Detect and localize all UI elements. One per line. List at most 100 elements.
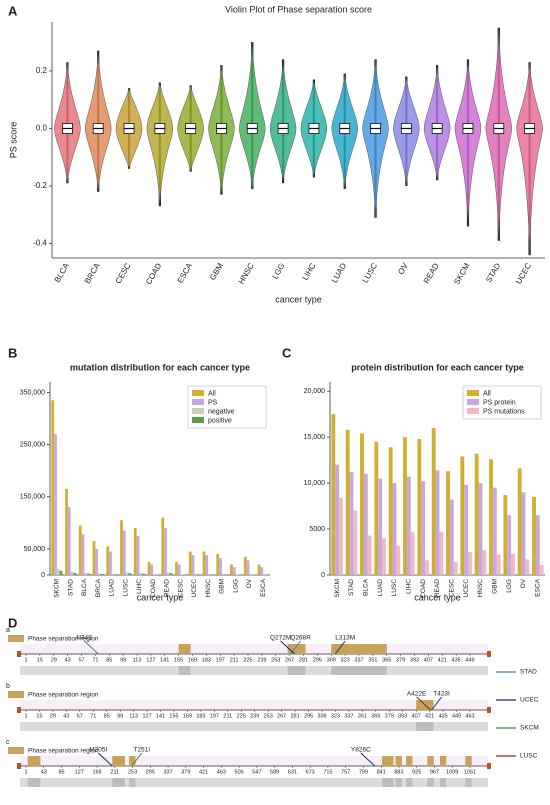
track-tick-label: 85 (106, 657, 112, 663)
bar (331, 414, 336, 575)
track-end (487, 763, 491, 769)
violin (85, 50, 112, 192)
bar (87, 573, 90, 575)
legend-swatch (192, 408, 204, 414)
bar (122, 530, 126, 575)
bar (81, 534, 85, 575)
x-tick-label: LUAD (377, 579, 384, 597)
bar (194, 573, 198, 575)
x-tick-label: LGG (232, 579, 239, 593)
track-tick-label: 631 (288, 769, 297, 775)
track-tick-label: 183 (202, 657, 211, 663)
bar (349, 472, 354, 575)
bar (246, 560, 250, 575)
track-tick-label: 421 (199, 769, 208, 775)
track-tick-label: 393 (398, 713, 407, 719)
bar (73, 572, 77, 575)
bar (363, 473, 368, 575)
track-tick-label: 183 (196, 713, 205, 719)
bar (188, 551, 192, 575)
chart-title: mutation distribution for each cancer ty… (70, 362, 250, 372)
bar (431, 427, 436, 575)
ps-region-shadow (416, 722, 434, 731)
x-tick-label: UCEC (191, 579, 198, 598)
x-tick-label: BLCA (363, 578, 370, 596)
x-axis-label: cancer type (414, 592, 461, 602)
bar (216, 554, 220, 575)
x-tick-label: ESCA (260, 578, 267, 596)
bar (202, 551, 206, 575)
track-label: b (6, 683, 10, 690)
bar (51, 400, 55, 575)
track-tick-label: 71 (92, 657, 98, 663)
bar (353, 510, 358, 575)
legend-swatch (467, 408, 479, 414)
y-tick-label: 0 (321, 572, 325, 579)
legend-swatch (467, 390, 479, 396)
legend-label: PS mutations (483, 408, 525, 415)
bar (474, 453, 479, 575)
x-tick-label: READ (164, 579, 171, 597)
bar (106, 546, 110, 575)
ps-region-shadow (112, 778, 125, 787)
ps-region (439, 756, 447, 766)
legend-label: positive (208, 417, 232, 424)
mutation-line (280, 640, 295, 655)
region-legend-label: Phase separation region (28, 636, 99, 643)
x-tick-label: CESC (449, 579, 456, 597)
bar (100, 573, 104, 575)
bar (410, 531, 415, 575)
track-end (487, 651, 491, 657)
bar (453, 562, 458, 575)
region-legend-label: Phase separation region (28, 748, 99, 755)
track-tick-label: 715 (323, 769, 332, 775)
violin (239, 42, 266, 189)
x-tick-label: READ (434, 579, 441, 597)
track-tick-label: 43 (65, 657, 71, 663)
x-tick-label: STAD (67, 579, 74, 596)
track-tick-label: 883 (394, 769, 403, 775)
track-tick-label: 211 (110, 769, 119, 775)
mutation-label: N74S (76, 635, 93, 642)
track-tick-label: 85 (58, 769, 64, 775)
chart-title: protein distribution for each cancer typ… (351, 362, 524, 372)
bar (388, 447, 393, 575)
legend-swatch (192, 417, 204, 423)
y-axis-label: PS score (8, 122, 18, 159)
x-tick-label: LGG (270, 262, 286, 281)
track-bg (20, 644, 488, 654)
track-tick-label: 365 (371, 713, 380, 719)
track-tick-label: 211 (230, 657, 239, 663)
track-tick-label: 589 (270, 769, 279, 775)
ps-region (465, 756, 472, 766)
x-tick-label: COAD (150, 579, 157, 598)
y-tick-label: 0.2 (36, 66, 48, 75)
panel-label: B (8, 345, 17, 360)
x-tick-label: OV (520, 578, 527, 588)
track-tick-label: 379 (181, 769, 190, 775)
bar (260, 567, 264, 575)
ps-region-shadow (439, 778, 447, 787)
x-tick-label: SKCM (452, 261, 472, 286)
track-tick-label: 113 (129, 713, 138, 719)
track-tick-label: 211 (223, 713, 232, 719)
track-tick-label: 463 (465, 713, 474, 719)
track-bg (20, 700, 488, 710)
chart-title: Violin Plot of Phase separation score (225, 4, 372, 14)
x-tick-label: HNSC (477, 579, 484, 598)
track-tick-label: 155 (169, 713, 178, 719)
bar (482, 550, 487, 575)
y-tick-label: 20,000 (304, 388, 326, 395)
x-tick-label: COAD (144, 261, 163, 286)
track-tick-label: 673 (306, 769, 315, 775)
bar (417, 438, 422, 575)
bar (175, 561, 178, 575)
bar (59, 570, 63, 575)
mutation-line (431, 696, 442, 711)
track-tick-label: 351 (368, 657, 377, 663)
bar (492, 487, 497, 575)
bar (460, 456, 465, 575)
track-tick-label: 141 (160, 657, 169, 663)
bar (521, 492, 526, 575)
bar (539, 564, 544, 575)
